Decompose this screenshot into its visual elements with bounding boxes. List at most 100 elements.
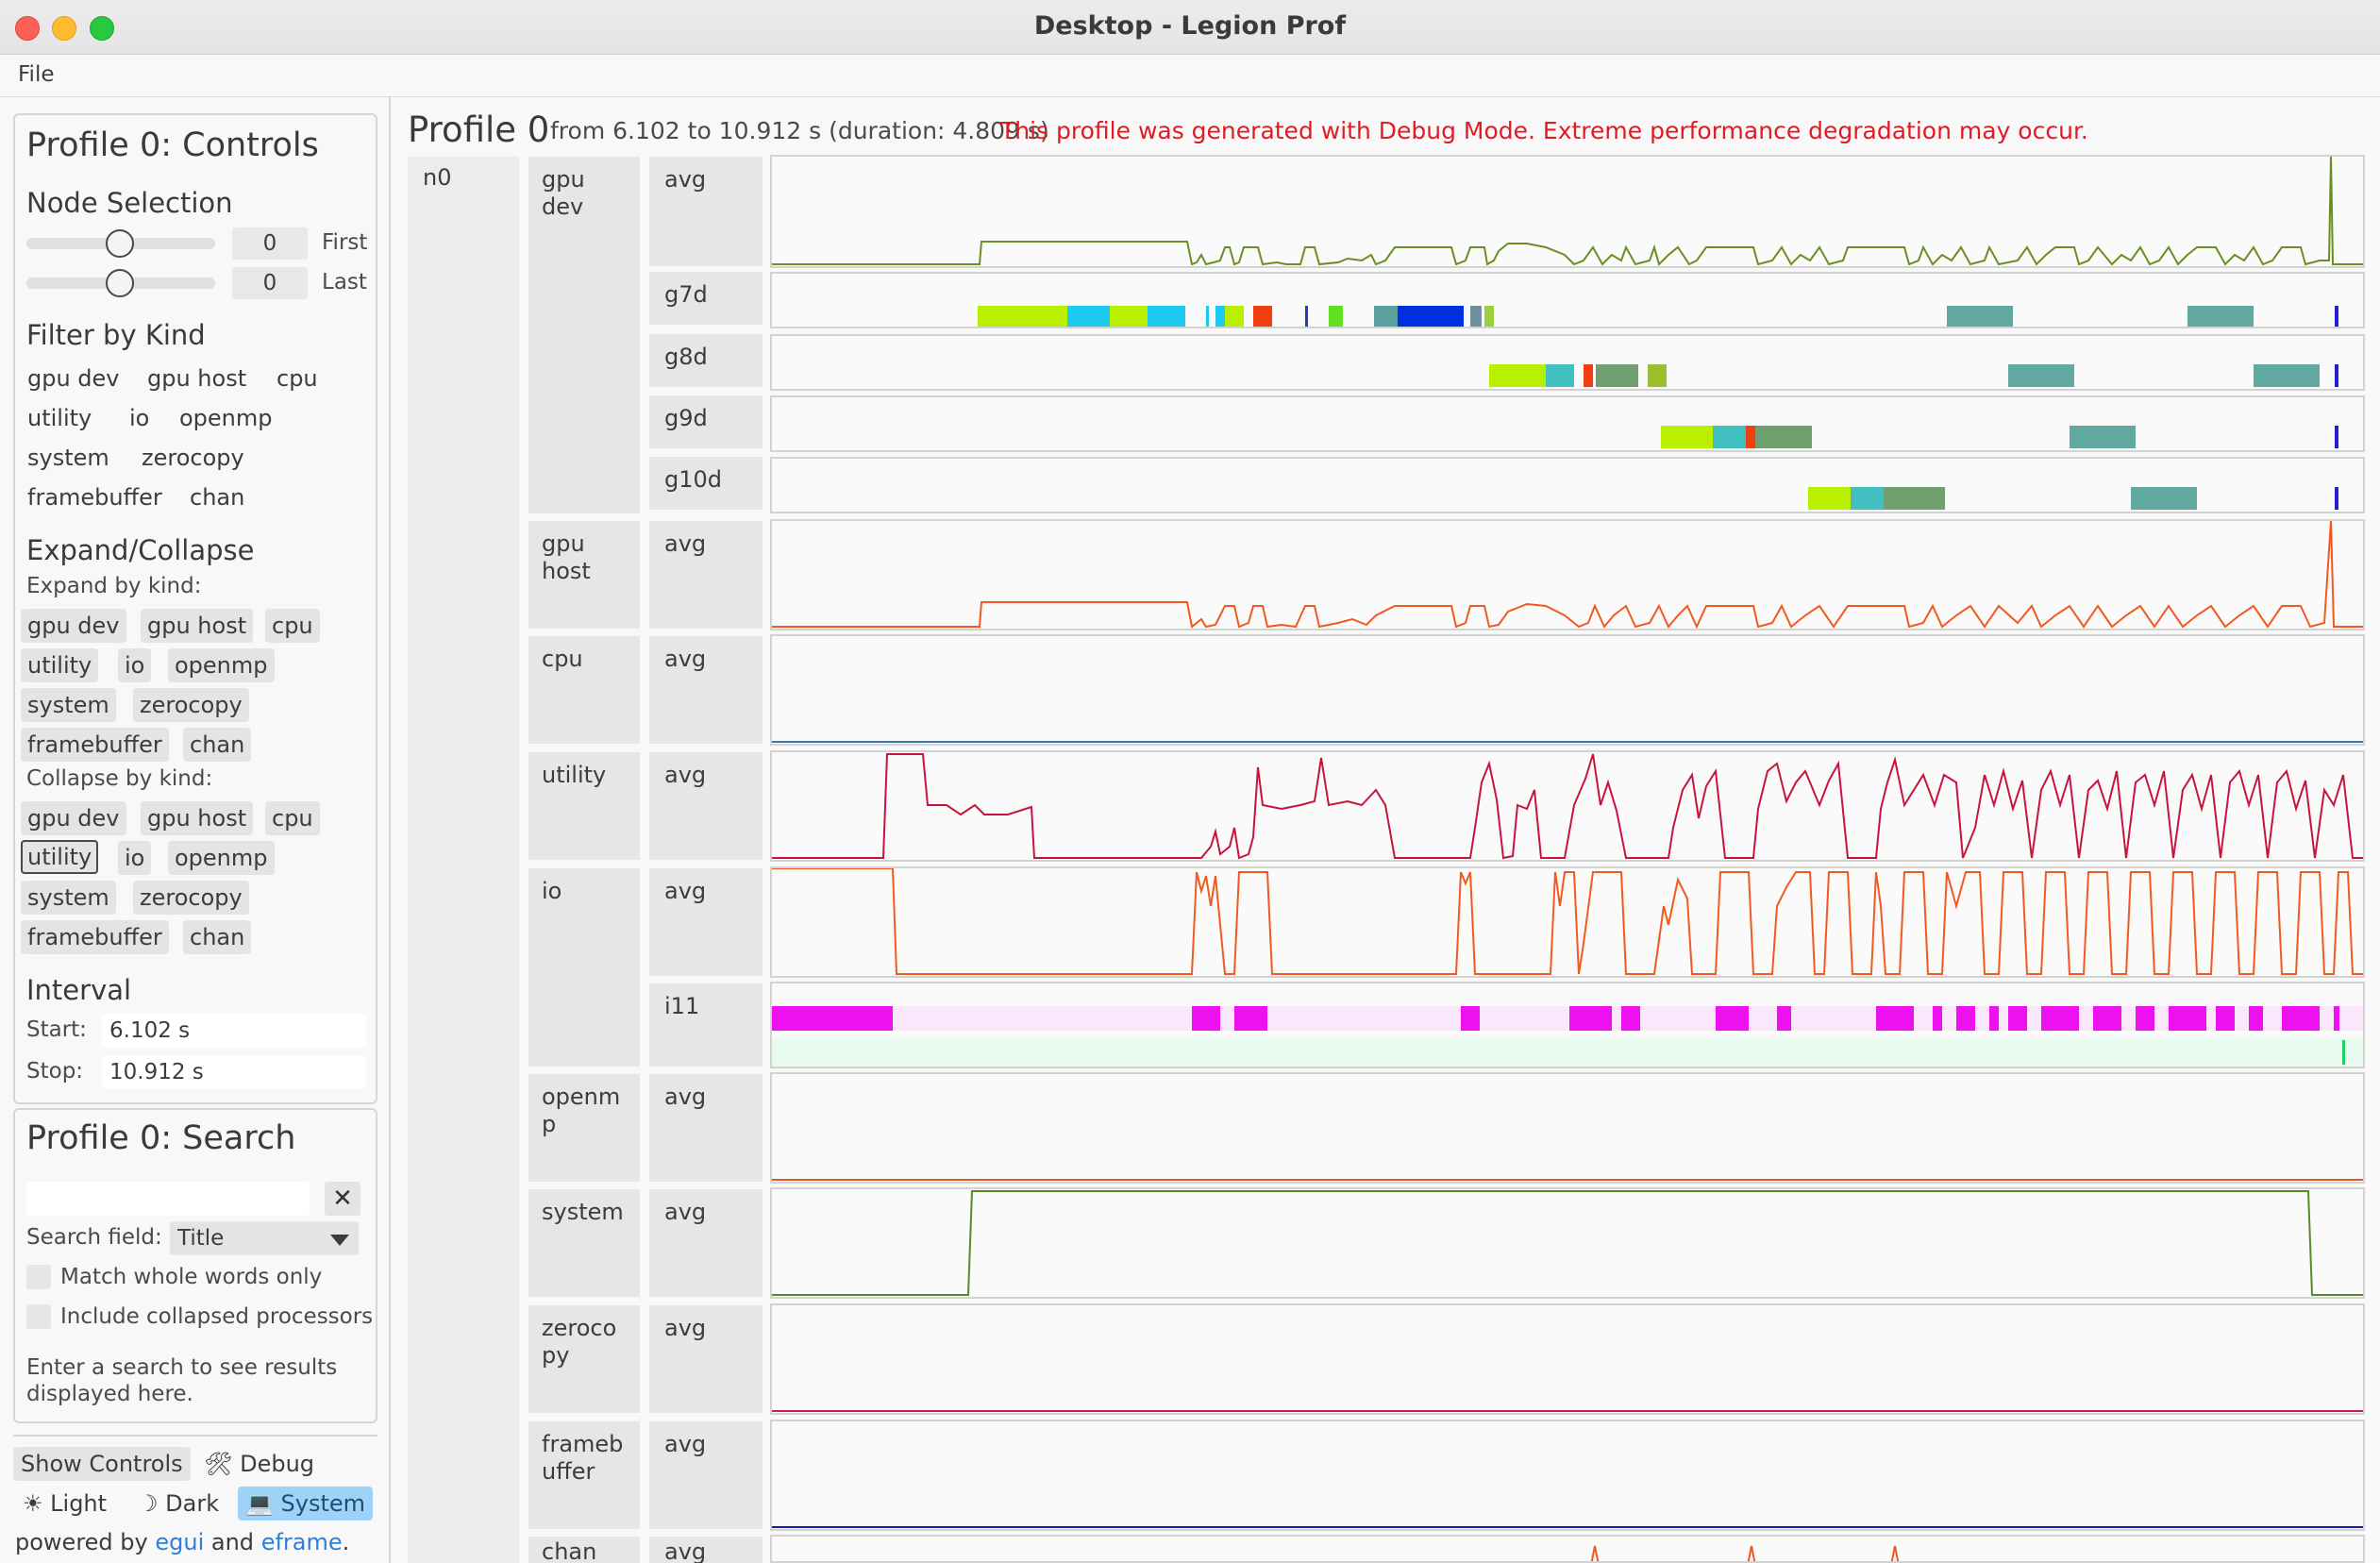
plot-g10d[interactable] [770, 457, 2365, 513]
kind-framebuffer[interactable]: frameb uffer [528, 1421, 640, 1529]
chevron-down-icon [330, 1235, 349, 1246]
match-whole-words-checkbox[interactable] [26, 1265, 51, 1289]
last-node-slider-knob[interactable] [106, 269, 134, 297]
kind-io[interactable]: io [528, 868, 640, 1067]
egui-link[interactable]: egui [155, 1529, 205, 1555]
collapse-openmp[interactable]: openmp [168, 841, 275, 875]
first-node-slider-knob[interactable] [106, 229, 134, 258]
plot-g8d[interactable] [770, 334, 2365, 391]
debug-button[interactable]: 🛠 Debug [196, 1447, 322, 1481]
plot-utility-avg[interactable] [770, 750, 2365, 862]
filter-gpu-dev[interactable]: gpu dev [27, 365, 120, 392]
expand-framebuffer[interactable]: framebuffer [21, 728, 169, 762]
plot-io-avg[interactable] [770, 866, 2365, 978]
proc-gpu-host-avg[interactable]: avg [649, 521, 763, 629]
proc-system-avg[interactable]: avg [649, 1189, 763, 1297]
close-window-button[interactable] [15, 16, 40, 41]
proc-cpu-avg[interactable]: avg [649, 636, 763, 744]
search-field-value: Title [177, 1226, 225, 1251]
kind-openmp[interactable]: openm p [528, 1074, 640, 1182]
collapse-io[interactable]: io [118, 841, 152, 875]
expand-gpu-dev[interactable]: gpu dev [21, 609, 126, 643]
kind-utility[interactable]: utility [528, 752, 640, 860]
proc-g7d[interactable]: g7d [649, 272, 763, 325]
plot-openmp-avg[interactable] [770, 1072, 2365, 1184]
plot-g7d[interactable] [770, 272, 2365, 328]
expand-io[interactable]: io [118, 648, 152, 682]
kind-chan[interactable]: chan [528, 1537, 640, 1563]
proc-g9d[interactable]: g9d [649, 395, 763, 448]
last-node-value[interactable]: 0 [232, 267, 308, 299]
file-menu[interactable]: File [18, 62, 55, 87]
expand-system[interactable]: system [21, 688, 116, 722]
collapse-system[interactable]: system [21, 881, 116, 915]
filter-framebuffer[interactable]: framebuffer [27, 484, 162, 511]
panel-splitter[interactable] [389, 96, 391, 1563]
expand-gpu-host[interactable]: gpu host [141, 609, 254, 643]
plot-chan-avg[interactable] [770, 1535, 2365, 1563]
proc-openmp-avg[interactable]: avg [649, 1074, 763, 1182]
plot-g9d[interactable] [770, 395, 2365, 452]
collapse-gpu-host[interactable]: gpu host [141, 801, 254, 835]
plot-gpu-dev-avg[interactable] [770, 155, 2365, 268]
filter-gpu-host[interactable]: gpu host [147, 365, 247, 392]
expand-openmp[interactable]: openmp [168, 648, 275, 682]
clear-search-button[interactable]: ✕ [325, 1182, 360, 1216]
kind-system[interactable]: system [528, 1189, 640, 1297]
proc-g8d[interactable]: g8d [649, 334, 763, 387]
proc-i11[interactable]: i11 [649, 983, 763, 1067]
kind-zerocopy[interactable]: zeroco py [528, 1305, 640, 1413]
expand-chan[interactable]: chan [183, 728, 252, 762]
proc-io-avg[interactable]: avg [649, 868, 763, 976]
window-title: Desktop - Legion Prof [1033, 11, 1347, 41]
first-node-value[interactable]: 0 [232, 227, 308, 260]
eframe-link[interactable]: eframe [260, 1529, 343, 1555]
proc-g10d[interactable]: g10d [649, 457, 763, 510]
search-input[interactable] [26, 1182, 310, 1216]
proc-utility-avg[interactable]: avg [649, 752, 763, 860]
plot-framebuffer-avg[interactable] [770, 1420, 2365, 1531]
io-utilization-line [772, 868, 2363, 975]
proc-label: avg [664, 1538, 707, 1563]
filter-zerocopy[interactable]: zerocopy [142, 445, 244, 471]
collapse-gpu-dev[interactable]: gpu dev [21, 801, 126, 835]
minimize-window-button[interactable] [52, 16, 76, 41]
plot-cpu-avg[interactable] [770, 634, 2365, 746]
system-theme-button[interactable]: 💻 System [238, 1487, 374, 1521]
expand-zerocopy[interactable]: zerocopy [133, 688, 249, 722]
filter-io[interactable]: io [129, 405, 150, 431]
proc-chan-avg[interactable]: avg [649, 1537, 763, 1563]
interval-stop-input[interactable]: 10.912 s [102, 1055, 366, 1089]
plot-gpu-host-avg[interactable] [770, 519, 2365, 630]
proc-zerocopy-avg[interactable]: avg [649, 1305, 763, 1413]
proc-gpu-dev-avg[interactable]: avg [649, 157, 763, 266]
dark-theme-button[interactable]: ☽ Dark [130, 1487, 226, 1521]
plot-zerocopy-avg[interactable] [770, 1303, 2365, 1415]
collapse-utility[interactable]: utility [21, 840, 99, 874]
kind-gpu-dev[interactable]: gpu dev [528, 157, 640, 513]
search-field-dropdown[interactable]: Title [170, 1221, 359, 1255]
include-collapsed-checkbox[interactable] [26, 1304, 51, 1329]
collapse-chan[interactable]: chan [183, 920, 252, 954]
collapse-zerocopy[interactable]: zerocopy [133, 881, 249, 915]
collapse-framebuffer[interactable]: framebuffer [21, 920, 169, 954]
interval-start-input[interactable]: 6.102 s [102, 1014, 366, 1048]
kind-gpu-host[interactable]: gpu host [528, 521, 640, 629]
filter-cpu[interactable]: cpu [277, 365, 318, 392]
collapse-cpu[interactable]: cpu [265, 801, 320, 835]
filter-utility[interactable]: utility [27, 405, 92, 431]
filter-openmp[interactable]: openmp [179, 405, 273, 431]
expand-utility[interactable]: utility [21, 648, 99, 682]
proc-framebuffer-avg[interactable]: avg [649, 1421, 763, 1529]
show-controls-button[interactable]: Show Controls [13, 1447, 191, 1481]
light-theme-button[interactable]: ☀ Light [15, 1487, 114, 1521]
node-column[interactable]: n0 [408, 157, 519, 1563]
plot-system-avg[interactable] [770, 1187, 2365, 1299]
expand-cpu[interactable]: cpu [265, 609, 320, 643]
filter-chan[interactable]: chan [190, 484, 245, 511]
filter-system[interactable]: system [27, 445, 109, 471]
search-panel: Profile 0: Search ✕ Search field: Title … [13, 1108, 377, 1423]
maximize-window-button[interactable] [90, 16, 114, 41]
kind-cpu[interactable]: cpu [528, 636, 640, 744]
plot-i11[interactable] [770, 982, 2365, 1068]
